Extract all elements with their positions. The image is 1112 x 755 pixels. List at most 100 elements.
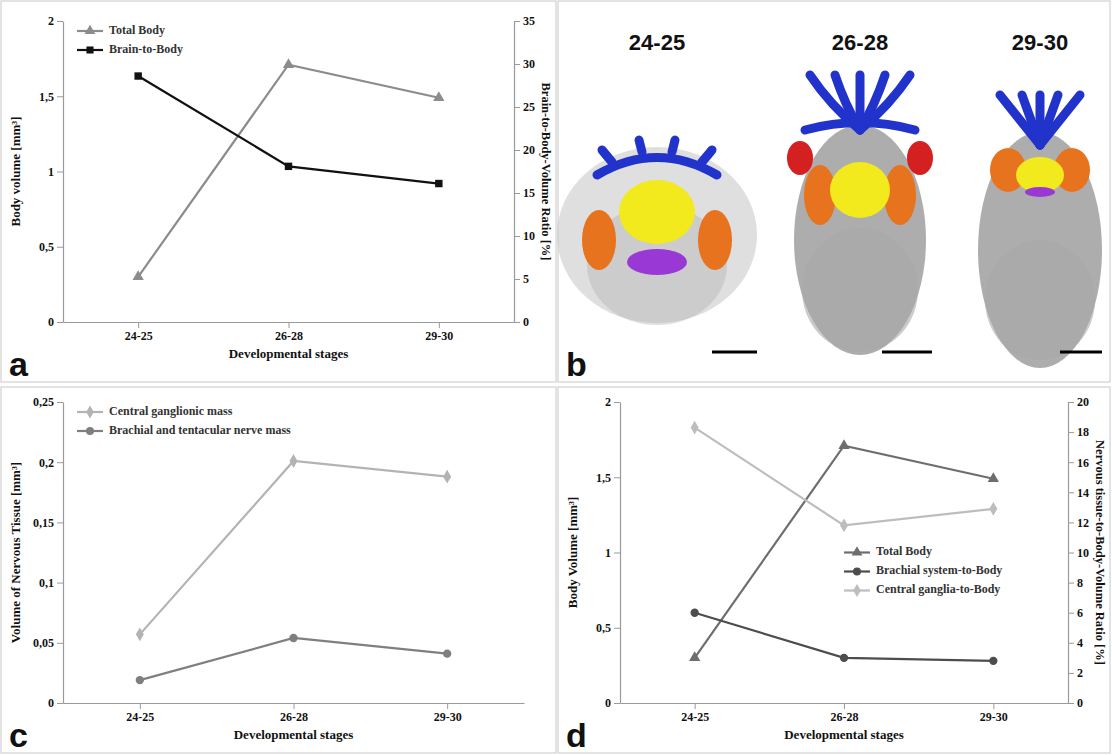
chart: 24-2526-2829-3000,511,5205101520253035De… [8,14,553,383]
tick: 35 [514,14,535,28]
tick-mark [57,172,63,173]
series-line [138,65,439,277]
tick-mark [1068,703,1074,704]
tick-label: 29-30 [425,329,453,343]
tick: 0,2 [39,456,63,470]
panel-label: a [9,345,29,383]
plot-area [133,58,445,280]
data-point [285,163,292,170]
legend-label: Total Body [109,23,165,37]
tick: 30 [514,57,535,71]
y2-axis-title: Nervous tissue-to-Body-Volume Ratio [%] [1093,440,1107,665]
panel-label: c [9,716,28,754]
panel-frame [1,1,556,382]
tick-label: 4 [1077,636,1083,650]
tick-label: 26-28 [831,710,859,724]
tick: 26-28 [275,322,303,343]
arm [805,123,915,131]
tick-label: 15 [523,186,535,200]
arm [602,150,612,162]
data-point [433,91,444,101]
tick-mark [1068,613,1074,614]
x-axis: 24-2526-2829-30 [64,703,525,724]
legend-marker [853,584,861,597]
data-point [989,502,997,516]
data-point [838,439,849,449]
tick: 8 [1068,576,1083,590]
tick: 15 [514,186,535,200]
legend-marker [85,25,96,34]
legend-marker [86,46,93,53]
tick-mark [514,193,520,194]
tick-mark [514,107,520,108]
tick: 24-25 [126,703,154,724]
tick: 10 [514,229,535,243]
tick-label: 1,5 [39,90,54,104]
tick: 5 [514,272,529,286]
data-point [290,454,298,468]
tick-label: 0 [48,315,54,329]
image-panel: 24-2526-2829-30b [557,30,1102,383]
ganglion [619,180,695,244]
body [794,125,926,355]
eye [907,141,933,175]
legend: Total BodyBrachial system-to-BodyCentral… [844,544,1002,597]
plot-area [136,454,452,684]
legend-marker [853,568,861,576]
y-axis-title: Body Volume [mm³] [565,497,580,609]
x-axis-title: Developmental stages [784,727,904,742]
tick-label: 20 [523,143,535,157]
arm [1022,95,1040,145]
tick: 20 [514,143,535,157]
x-axis-title: Developmental stages [229,346,349,361]
tick-mark [57,402,63,403]
tick-label: 0,5 [39,240,54,254]
series-line [138,76,439,183]
tick-label: 30 [523,57,535,71]
tick-mark [844,703,845,709]
scale-bar [882,351,932,354]
tick-label: 0,2 [39,456,54,470]
data-point [840,654,848,662]
tick-mark [57,643,63,644]
tick: 4 [1068,636,1083,650]
y-axis-title: Volume of Nervous Tissue [mm³] [8,462,23,643]
ganglion [1025,187,1055,197]
tick-mark [514,279,520,280]
tick-mark [57,522,63,523]
rendering [787,75,933,355]
tick-mark [294,703,295,709]
legend-marker [86,427,94,435]
tick-label: 10 [1077,546,1089,560]
axis: 02468101214161820 [1068,395,1089,710]
tick-label: 0,05 [33,636,54,650]
tick-mark [514,150,520,151]
legend-label: Brachial system-to-Body [876,563,1002,577]
eye [582,210,616,270]
tick-label: 26-28 [280,710,308,724]
tick-mark [1068,583,1074,584]
tick-label: 8 [1077,576,1083,590]
tick: 24-25 [681,703,709,724]
tick: 10 [1068,546,1089,560]
legend: Central ganglionic massBrachial and tent… [77,404,291,437]
tick: 0,15 [33,516,63,530]
chart: 24-2526-2829-3000,511,520246810121416182… [565,395,1107,754]
tick-mark [138,322,139,328]
axis: 00,511,52 [596,395,621,710]
tick-label: 16 [1077,456,1089,470]
tick: 0,05 [33,636,63,650]
tick-mark [514,322,520,323]
tick-mark [447,703,448,709]
tick-label: 29-30 [980,710,1008,724]
arm [639,140,642,152]
ganglion [830,162,890,218]
axis-line [514,22,515,323]
tick: 20 [1068,395,1089,409]
tick: 14 [1068,486,1089,500]
tick: 29-30 [425,322,453,343]
legend-marker [852,546,863,555]
panel-frame [558,387,1110,753]
eye [787,141,813,175]
legend-label: Brachial and tentacular nerve mass [109,423,291,437]
